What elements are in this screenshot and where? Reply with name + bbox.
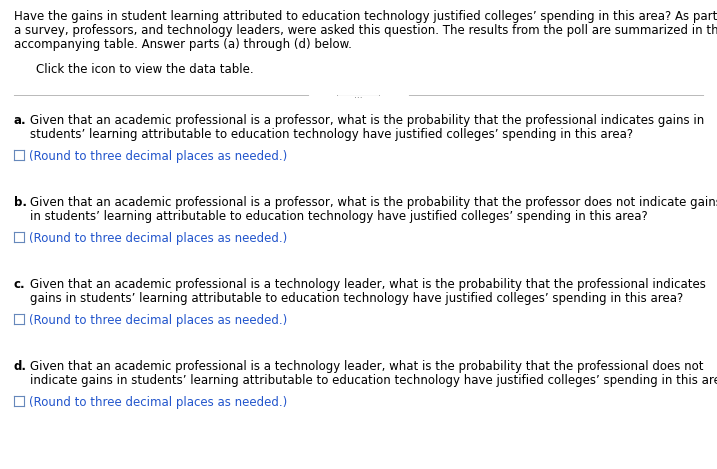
Text: (Round to three decimal places as needed.): (Round to three decimal places as needed… xyxy=(29,232,288,245)
Text: in students’ learning attributable to education technology have justified colleg: in students’ learning attributable to ed… xyxy=(30,210,647,223)
Text: a.: a. xyxy=(14,114,27,127)
Text: c.: c. xyxy=(14,278,26,291)
Text: (Round to three decimal places as needed.): (Round to three decimal places as needed… xyxy=(29,150,288,163)
Text: Given that an academic professional is a technology leader, what is the probabil: Given that an academic professional is a… xyxy=(30,360,703,373)
Text: indicate gains in students’ learning attributable to education technology have j: indicate gains in students’ learning att… xyxy=(30,374,717,387)
Text: Click the icon to view the data table.: Click the icon to view the data table. xyxy=(36,63,254,76)
Text: accompanying table. Answer parts (a) through (d) below.: accompanying table. Answer parts (a) thr… xyxy=(14,38,352,51)
FancyBboxPatch shape xyxy=(338,91,379,100)
Text: Have the gains in student learning attributed to education technology justified : Have the gains in student learning attri… xyxy=(14,10,717,23)
Text: Given that an academic professional is a technology leader, what is the probabil: Given that an academic professional is a… xyxy=(30,278,706,291)
Text: gains in students’ learning attributable to education technology have justified : gains in students’ learning attributable… xyxy=(30,292,683,305)
Text: students’ learning attributable to education technology have justified colleges’: students’ learning attributable to educa… xyxy=(30,128,633,141)
Text: Given that an academic professional is a professor, what is the probability that: Given that an academic professional is a… xyxy=(30,114,704,127)
Text: a survey, professors, and technology leaders, were asked this question. The resu: a survey, professors, and technology lea… xyxy=(14,24,717,37)
Text: (Round to three decimal places as needed.): (Round to three decimal places as needed… xyxy=(29,396,288,409)
Text: d.: d. xyxy=(14,360,27,373)
Text: Given that an academic professional is a professor, what is the probability that: Given that an academic professional is a… xyxy=(30,196,717,209)
Text: b.: b. xyxy=(14,196,27,209)
Text: (Round to three decimal places as needed.): (Round to three decimal places as needed… xyxy=(29,314,288,327)
Text: ...: ... xyxy=(354,91,363,100)
